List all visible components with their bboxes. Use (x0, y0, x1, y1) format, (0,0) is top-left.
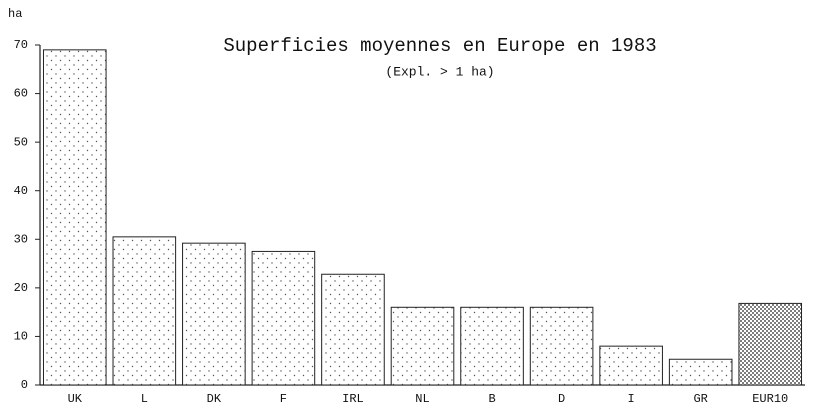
y-tick-label: 70 (14, 38, 28, 52)
bar (182, 242, 246, 386)
y-tick-label: 20 (14, 281, 28, 295)
y-tick-label: 60 (14, 87, 28, 101)
x-tick-label: L (141, 392, 148, 406)
bar (321, 273, 385, 386)
y-axis-label: ha (8, 7, 22, 21)
x-tick-label: NL (415, 392, 429, 406)
x-tick-label: DK (207, 392, 222, 406)
y-tick-label: 30 (14, 232, 28, 246)
x-tick-label: IRL (342, 392, 364, 406)
chart-subtitle: (Expl. > 1 ha) (385, 64, 494, 79)
x-tick-label: I (628, 392, 635, 406)
x-tick-label: B (488, 392, 495, 406)
x-tick-label: UK (68, 392, 83, 406)
x-tick-label: F (280, 392, 287, 406)
y-tick-label: 50 (14, 135, 28, 149)
x-tick-label: GR (693, 392, 707, 406)
bar (460, 306, 524, 386)
bar (112, 236, 177, 386)
y-tick-label: 40 (14, 184, 28, 198)
bar (390, 306, 455, 386)
bar (738, 302, 803, 386)
bar (251, 250, 316, 386)
bar (599, 345, 663, 386)
x-tick-label: EUR10 (752, 392, 788, 406)
bar (42, 49, 107, 386)
y-tick-label: 10 (14, 330, 28, 344)
x-tick-label: D (558, 392, 565, 406)
bar (668, 358, 733, 386)
y-tick-label: 0 (21, 378, 28, 392)
bar (529, 306, 594, 386)
chart-title: Superficies moyennes en Europe en 1983 (223, 35, 656, 57)
